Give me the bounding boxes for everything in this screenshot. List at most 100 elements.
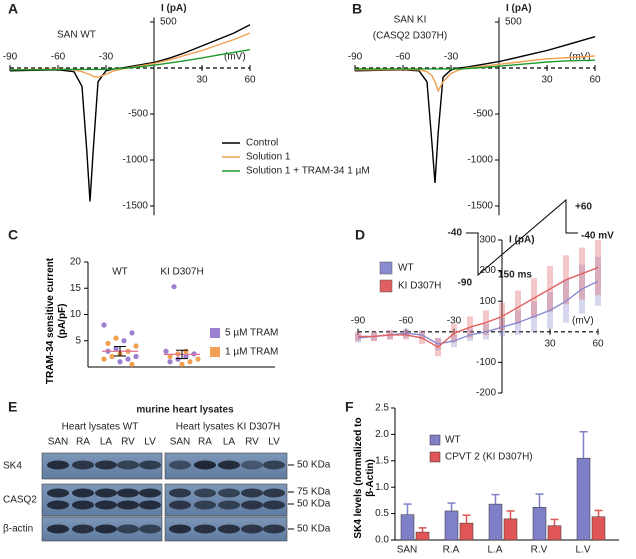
- data-point: [179, 361, 185, 367]
- y-tick-label: 0.5: [375, 508, 389, 519]
- legend-label: 1 µM TRAM: [225, 347, 278, 358]
- blot-band: [72, 460, 94, 470]
- protocol-label: -90: [458, 278, 473, 289]
- legend-swatch: [210, 347, 220, 357]
- data-point: [133, 343, 139, 349]
- y-tick-label: 1.5: [375, 455, 389, 466]
- data-point: [129, 361, 135, 367]
- x-tick-label: -30: [444, 52, 459, 63]
- x-tick-label: -90: [3, 52, 18, 63]
- data-point: [101, 356, 107, 362]
- blot-band: [218, 460, 240, 470]
- y-tick-label: -100: [476, 357, 496, 368]
- panel-label: C: [8, 227, 18, 243]
- blot-band: [139, 488, 161, 498]
- x-tick-label: R.A: [443, 545, 460, 556]
- legend-label: WT: [445, 435, 461, 446]
- blot-band: [169, 488, 191, 498]
- y-tick-label: 500: [505, 17, 522, 28]
- data-point: [101, 322, 107, 328]
- protocol-label: +60: [575, 202, 592, 213]
- protocol-label: 150 ms: [498, 270, 532, 281]
- data-point: [113, 335, 119, 341]
- protocol-inset: [466, 198, 578, 277]
- legend-swatch: [429, 434, 441, 446]
- blot-band: [47, 500, 69, 510]
- blot-band: [47, 460, 69, 470]
- x-tick-label: -60: [51, 52, 66, 63]
- bar: [547, 525, 562, 541]
- blot-band: [47, 524, 69, 534]
- data-point: [109, 353, 115, 360]
- x-tick-label: -90: [351, 315, 366, 326]
- blot-band: [263, 488, 285, 498]
- marker-label: 50 KDa: [297, 499, 331, 510]
- lane-label: LV: [144, 437, 156, 448]
- data-point: [195, 356, 201, 362]
- group-label: Heart lysates KI D307H: [176, 422, 281, 433]
- trace: [355, 59, 596, 70]
- data-point: [105, 340, 111, 346]
- y-tick-label: -500: [128, 109, 148, 120]
- y-axis-label: I (pA): [161, 3, 187, 14]
- blot-band: [72, 488, 94, 498]
- data-point: [121, 338, 127, 344]
- data-point: [125, 356, 131, 362]
- y-tick-label: -1500: [122, 201, 148, 212]
- legend-swatch: [210, 328, 220, 338]
- legend-swatch: [379, 279, 393, 293]
- protocol-trace: [466, 198, 578, 277]
- y-tick-label: 5: [75, 335, 81, 346]
- y-tick-label: 2.5: [375, 403, 389, 414]
- blot-band: [263, 524, 285, 534]
- x-tick-label: 60: [244, 75, 256, 86]
- blot-band: [169, 500, 191, 510]
- y-tick-label: -1000: [122, 155, 148, 166]
- panel-title: SAN KI: [394, 15, 427, 26]
- data-point: [167, 359, 173, 365]
- y-tick-label: 15: [70, 283, 82, 294]
- data-point: [133, 353, 139, 360]
- y-axis-label: SK4 levels (normalized to β-Actin): [353, 417, 376, 539]
- blot-band: [139, 460, 161, 470]
- marker-label: 75 KDa: [297, 487, 331, 498]
- x-tick-label: 30: [196, 75, 208, 86]
- blot-band: [117, 500, 139, 510]
- data-point: [117, 359, 123, 365]
- blot-band: [241, 524, 263, 534]
- bar: [591, 516, 606, 541]
- lane-label: RA: [76, 437, 90, 448]
- protocol-label: -40: [448, 228, 463, 239]
- marker-label: 50 KDa: [297, 460, 331, 471]
- data-point: [129, 330, 135, 336]
- y-tick-label: 10: [70, 309, 82, 320]
- y-axis-label: I (pA): [509, 235, 535, 246]
- category-label: KI D307H: [160, 267, 203, 278]
- blot-band: [139, 524, 161, 534]
- trace: [10, 48, 251, 71]
- lane-label: LV: [268, 437, 280, 448]
- x-tick-label: 60: [589, 75, 601, 86]
- panel-subtitle: (CASQ2 D307H): [373, 31, 447, 42]
- x-tick-label: 60: [592, 338, 604, 349]
- y-axis-label: I (pA): [506, 3, 532, 14]
- y-tick-label: 0.0: [375, 535, 389, 546]
- x-tick-label: -60: [396, 52, 411, 63]
- data-point: [183, 348, 189, 354]
- y-tick-label: -500: [473, 109, 493, 120]
- lane-label: SAN: [170, 437, 191, 448]
- blot-band: [241, 500, 263, 510]
- legend-label: WT: [398, 263, 414, 274]
- lane-label: RA: [198, 437, 212, 448]
- y-tick-label: 100: [479, 296, 496, 307]
- bar: [532, 507, 547, 541]
- trace: [358, 266, 599, 348]
- y-axis-label: TRAM-34 sensitive current (pA/pF): [45, 257, 68, 385]
- legend-label: Solution 1: [246, 152, 291, 163]
- lane-label: LA: [100, 437, 113, 448]
- lane-label: SAN: [48, 437, 69, 448]
- blot-band: [117, 488, 139, 498]
- data-point: [187, 359, 193, 365]
